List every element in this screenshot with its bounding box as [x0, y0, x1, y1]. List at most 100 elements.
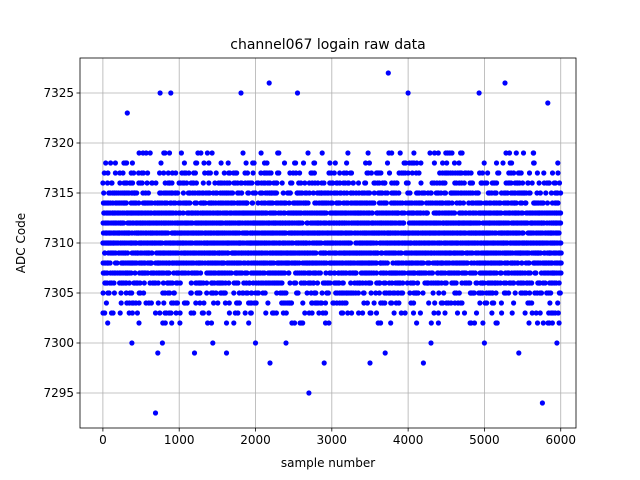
data-point	[349, 310, 355, 316]
data-point	[128, 200, 134, 206]
data-point	[398, 310, 404, 316]
data-point	[534, 170, 541, 176]
data-point	[143, 270, 149, 276]
data-point	[427, 150, 433, 156]
data-point	[430, 290, 436, 296]
data-point	[344, 190, 350, 196]
data-point	[556, 320, 562, 326]
data-point	[212, 180, 218, 186]
data-point	[246, 280, 252, 286]
data-point	[111, 190, 117, 196]
data-point	[226, 300, 232, 306]
data-point-outlier	[554, 340, 560, 346]
data-point	[327, 160, 333, 166]
data-point	[498, 300, 504, 306]
data-point	[555, 170, 561, 176]
data-point	[332, 160, 338, 166]
data-point	[469, 180, 476, 186]
y-tick-label: 7300	[43, 336, 74, 350]
data-point	[542, 280, 548, 286]
data-point	[415, 290, 421, 296]
data-point	[288, 300, 295, 306]
data-point	[519, 260, 525, 266]
data-point	[104, 180, 111, 186]
data-point	[206, 180, 212, 186]
data-point	[162, 150, 168, 156]
data-point	[397, 280, 403, 286]
data-point	[334, 190, 340, 196]
data-point	[555, 200, 561, 206]
data-point-outlier	[267, 360, 273, 366]
data-point	[432, 300, 438, 306]
data-point-outlier	[191, 350, 198, 356]
data-point	[520, 150, 527, 156]
data-point	[496, 170, 502, 176]
x-tick-label: 1000	[164, 433, 195, 447]
data-point	[378, 300, 384, 306]
x-tick-label: 6000	[545, 433, 576, 447]
data-point	[151, 280, 157, 286]
data-point	[171, 290, 177, 296]
data-point	[173, 310, 179, 316]
data-point	[300, 160, 307, 166]
data-point	[449, 150, 455, 156]
data-point	[538, 290, 545, 296]
data-point	[348, 280, 354, 286]
data-point	[109, 180, 115, 186]
data-point	[558, 250, 564, 256]
data-point	[534, 320, 541, 326]
data-point	[382, 280, 388, 286]
data-point	[251, 160, 257, 166]
y-tick-label: 7295	[43, 386, 74, 400]
data-point	[386, 170, 393, 176]
data-point	[165, 170, 171, 176]
x-tick-label: 4000	[393, 433, 424, 447]
data-point	[243, 160, 249, 166]
data-point	[129, 290, 135, 296]
data-point	[148, 260, 154, 266]
data-point	[296, 270, 302, 276]
data-point-outlier	[152, 410, 159, 416]
data-point	[493, 290, 499, 296]
data-point	[100, 180, 106, 186]
data-point	[319, 300, 325, 306]
data-point	[302, 180, 308, 186]
data-point	[549, 320, 556, 326]
data-point	[345, 310, 351, 316]
data-point	[337, 200, 343, 206]
data-point	[384, 190, 390, 196]
data-point	[205, 320, 211, 326]
data-point	[426, 200, 432, 206]
data-point	[428, 190, 434, 196]
data-point	[382, 290, 388, 296]
data-point	[162, 320, 168, 326]
data-point	[556, 280, 562, 286]
data-point	[331, 170, 337, 176]
data-point	[424, 210, 430, 216]
data-point	[548, 290, 554, 296]
data-point	[511, 280, 517, 286]
data-point	[103, 160, 109, 166]
data-point	[242, 310, 248, 316]
data-point	[108, 160, 114, 166]
data-point	[461, 180, 467, 186]
data-point	[149, 200, 155, 206]
data-point	[533, 270, 539, 276]
data-point	[417, 310, 423, 316]
data-point	[194, 160, 200, 166]
scatter-series	[100, 70, 564, 416]
data-point	[240, 150, 246, 156]
data-point	[558, 260, 564, 266]
data-point	[117, 180, 123, 186]
data-point	[279, 180, 285, 186]
data-point	[373, 310, 380, 316]
data-point	[428, 320, 434, 326]
data-point	[373, 260, 379, 266]
data-point	[101, 170, 107, 176]
data-point	[145, 190, 151, 196]
data-point	[160, 280, 166, 286]
data-point	[123, 290, 129, 296]
data-point	[519, 210, 526, 216]
data-point	[555, 160, 561, 166]
data-point	[306, 190, 312, 196]
